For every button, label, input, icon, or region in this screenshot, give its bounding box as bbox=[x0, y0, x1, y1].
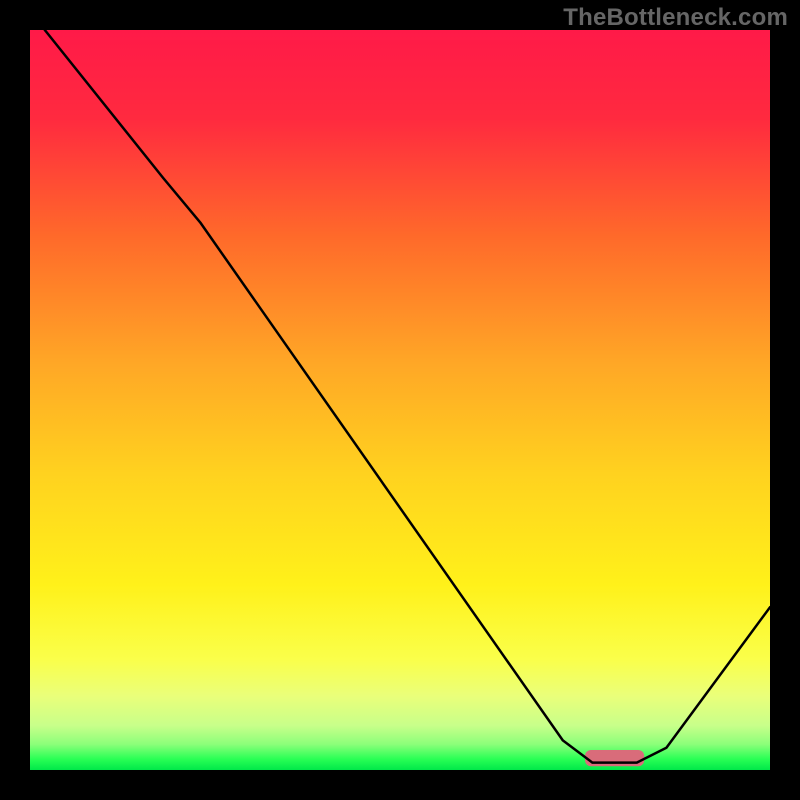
bottleneck-chart bbox=[0, 0, 800, 800]
watermark-label: TheBottleneck.com bbox=[563, 4, 788, 32]
gradient-plot-area bbox=[30, 30, 770, 770]
chart-container: TheBottleneck.com bbox=[0, 0, 800, 800]
optimal-marker bbox=[585, 750, 644, 766]
